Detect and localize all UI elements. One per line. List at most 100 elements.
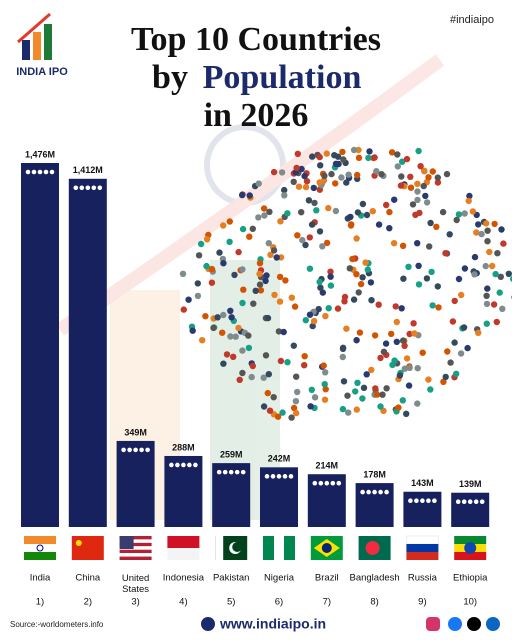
crowd-person	[429, 302, 436, 309]
crowd-person	[359, 274, 366, 281]
crowd-person	[334, 305, 342, 312]
crowd-person	[220, 360, 227, 367]
crowd-person	[398, 173, 405, 180]
x-icon[interactable]	[467, 617, 481, 631]
bar-icon	[127, 447, 132, 453]
website[interactable]: www.indiaipo.in	[219, 616, 326, 632]
flag	[406, 552, 439, 560]
crowd-person	[262, 352, 270, 359]
crowd-person	[316, 228, 324, 235]
crowd-person	[189, 327, 196, 334]
crowd-person	[425, 376, 432, 383]
linkedin-icon[interactable]	[486, 617, 500, 631]
flag	[232, 542, 243, 552]
crowd-person	[355, 154, 363, 161]
rank-label: 3)	[131, 597, 139, 608]
value-label: 1,476M	[25, 149, 55, 159]
crowd-person	[235, 324, 242, 332]
rank-label: 7)	[323, 597, 331, 608]
crowd-person	[208, 279, 216, 286]
crowd-person	[471, 253, 479, 261]
bar-icon	[43, 169, 49, 175]
crowd-person	[255, 180, 262, 187]
crowd-person	[220, 260, 227, 267]
brand: INDIA IPO	[16, 66, 68, 78]
crowd-person	[407, 184, 415, 191]
category-label: Bangladesh	[350, 573, 400, 584]
crowd-person	[341, 293, 349, 301]
crowd-person	[203, 236, 211, 243]
crowd-person	[451, 297, 458, 305]
crowd-person	[321, 381, 328, 388]
crowd-person	[185, 296, 192, 303]
crowd-person	[309, 153, 316, 160]
bar	[355, 483, 394, 527]
instagram-icon[interactable]	[426, 617, 440, 631]
bar-icon	[79, 185, 85, 191]
facebook-icon[interactable]	[448, 617, 462, 631]
crowd-person	[220, 222, 227, 229]
crowd-person	[492, 270, 499, 278]
crowd-person	[317, 284, 324, 291]
crowd-person	[368, 366, 375, 374]
bar-icon	[408, 498, 413, 504]
bar-icon	[25, 169, 31, 175]
crowd-person	[214, 314, 221, 321]
crowd-person	[484, 285, 491, 292]
flag	[119, 556, 152, 560]
bar-icon	[426, 498, 431, 504]
crowd-person	[455, 211, 463, 218]
title-highlight: Population	[203, 59, 362, 96]
crowd-person	[353, 271, 360, 278]
crowd-person	[398, 305, 405, 312]
bar-icon	[473, 499, 479, 505]
category-label: Indonesia	[163, 573, 205, 584]
crowd-person	[494, 250, 501, 257]
crowd-person	[308, 386, 315, 393]
crowd-person	[298, 209, 305, 216]
crowd-person	[377, 403, 384, 410]
crowd-person	[294, 150, 301, 157]
crowd-person	[483, 300, 491, 308]
crowd-person	[475, 329, 482, 336]
crowd-person	[362, 259, 369, 266]
crowd-person	[461, 210, 468, 217]
crowd-person	[415, 262, 422, 269]
crowd-person	[353, 235, 360, 242]
bar-icon	[288, 474, 294, 479]
bar-icon	[169, 462, 174, 468]
crowd-person	[305, 197, 313, 204]
flag	[454, 552, 487, 560]
crowd-person	[270, 247, 278, 254]
crowd-person	[328, 170, 335, 178]
bar-icon	[49, 169, 55, 175]
crowd-person	[180, 306, 187, 313]
crowd-person	[403, 355, 411, 362]
crowd-person	[419, 349, 426, 356]
crowd-person	[216, 249, 223, 256]
crowd-person	[414, 188, 421, 195]
hashtag: #indiaipo	[450, 14, 494, 26]
crowd-person	[257, 287, 265, 294]
bar-icon	[330, 480, 336, 486]
crowd-person	[290, 404, 298, 412]
crowd-person	[316, 153, 323, 161]
flag	[119, 549, 152, 554]
crowd-person	[355, 289, 362, 296]
crowd-person	[390, 240, 398, 247]
value-label: 139M	[459, 479, 482, 489]
crowd-person	[256, 260, 264, 267]
crowd-person	[301, 172, 308, 180]
crowd-person	[278, 169, 286, 176]
crowd-person	[397, 182, 405, 189]
crowd-person	[294, 388, 301, 396]
crowd-person	[311, 199, 318, 207]
crowd-person	[403, 155, 411, 163]
crowd-person	[421, 167, 428, 174]
crowd-person	[231, 271, 238, 279]
crowd-person	[350, 146, 358, 154]
crowd-person	[219, 329, 226, 336]
crowd-person	[400, 275, 407, 282]
crowd-person	[354, 379, 361, 386]
